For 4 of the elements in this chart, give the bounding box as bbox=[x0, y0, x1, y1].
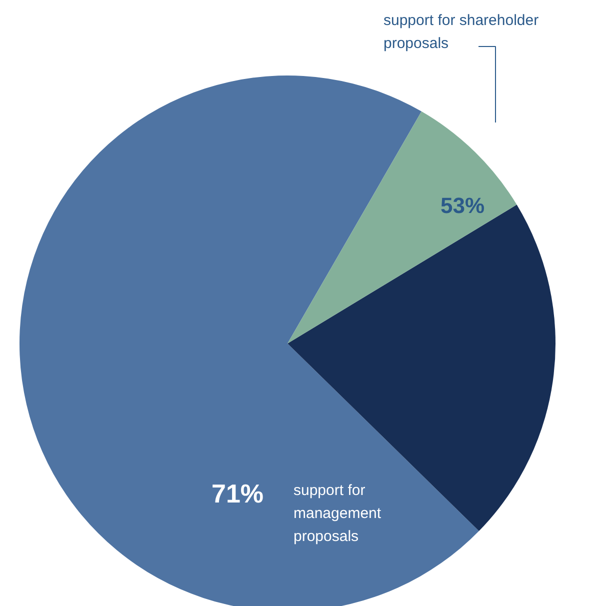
slice-label: support for management proposals bbox=[294, 482, 382, 545]
data-label: 71% bbox=[211, 478, 264, 508]
slice-label: support for shareholder proposals bbox=[384, 12, 539, 52]
text: 53% bbox=[440, 193, 485, 218]
